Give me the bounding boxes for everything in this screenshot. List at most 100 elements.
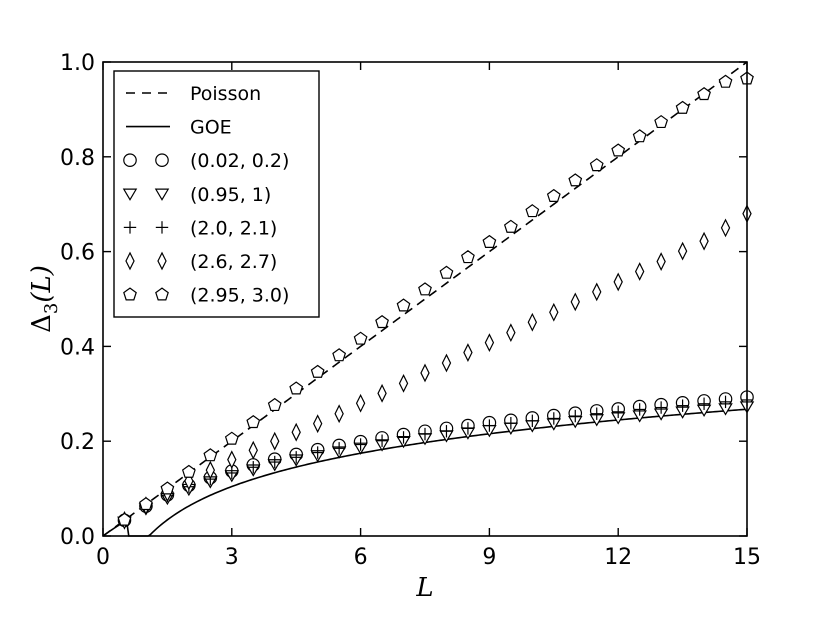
legend-entry: GOE [126,117,232,139]
y-tick-label: 0.2 [60,430,95,455]
legend-label: (0.95, 1) [190,184,271,206]
legend-label: (2.0, 2.1) [190,217,277,239]
point-diamond [634,262,645,281]
point-plus [397,431,410,444]
point-plus [268,455,281,469]
legend-marker-diamond [125,251,135,271]
point-pentagon [697,86,711,101]
point-pentagon [654,114,669,129]
point-plus [719,395,732,409]
point-diamond [677,241,688,261]
legend-marker-plus [123,221,137,234]
point-diamond [205,460,216,480]
point-diamond [291,422,301,442]
point-plus [654,401,668,414]
y-tick-label: 0.6 [60,241,95,266]
point-pentagon [375,314,389,329]
legend-box [113,70,320,318]
legend-marker-diamond [157,251,167,271]
x-tick-label: 0 [96,545,110,570]
point-plus [697,397,711,410]
point-pentagon [503,219,518,233]
point-pentagon [439,265,454,279]
point-pentagon [203,448,218,462]
point-diamond [506,323,516,343]
plot-frame [102,61,748,537]
point-plus [526,414,539,428]
point-plus [590,407,603,420]
y-tick-label: 0.0 [60,525,95,550]
x-tick-label: 12 [604,545,632,570]
point-pentagon [396,298,411,312]
legend-marker-pentagon [123,287,137,301]
legend-label: GOE [190,117,232,139]
point-pentagon [675,100,690,114]
point-diamond [484,333,495,353]
point-pentagon [418,282,432,296]
point-pentagon [461,250,475,264]
x-tick-label: 15 [733,545,761,570]
point-plus [311,446,324,459]
point-plus [440,425,453,438]
point-diamond [549,302,559,322]
point-pentagon [546,188,561,203]
point-plus [418,427,432,441]
point-plus [569,409,582,423]
point-pentagon [568,173,583,187]
point-diamond [613,272,623,292]
x-tick-label: 9 [482,545,496,570]
point-diamond [398,373,409,393]
y-axis-title-main: Δ [27,314,57,333]
axis-tick-labels: 0 3 6 9 12 15 0.0 0.2 0.4 0.6 0.8 1.0 [60,51,761,570]
point-diamond [441,353,452,373]
point-plus [504,416,518,430]
point-pentagon [310,364,325,378]
point-pentagon [117,512,132,526]
point-plus [633,403,646,416]
legend-marker-triangle-down [154,188,170,201]
point-pentagon [589,158,604,172]
point-plus [290,451,303,464]
legend-marker-plus [155,221,169,234]
point-pentagon [332,348,347,362]
point-diamond [312,414,323,434]
series-pentagon [117,71,754,526]
point-diamond [463,343,473,362]
point-pentagon [246,414,261,429]
legend-entry: (2.6, 2.7) [125,251,277,273]
point-pentagon [160,481,175,495]
legend-label: (2.6, 2.7) [190,251,277,273]
y-tick-label: 1.0 [60,51,95,76]
point-pentagon [224,431,239,445]
legend-marker-pentagon [155,287,169,301]
legend-marker-circle [155,153,169,167]
point-plus [676,399,689,412]
legend-marker-circle [123,153,137,167]
legend-marker-triangle-down [122,188,138,201]
point-plus [375,434,389,447]
point-pentagon [181,464,196,478]
point-diamond [420,363,430,383]
point-diamond [720,218,731,238]
point-pentagon [139,496,153,511]
legend: Poisson GOE (0.02, 0.2) (0.95, 1) (2.0, 2.1)… [113,70,320,318]
legend-entry: (0.95, 1) [122,184,271,206]
point-diamond [377,383,387,403]
point-diamond [570,292,580,312]
point-plus [461,422,475,435]
point-diamond [334,404,344,424]
point-plus [547,412,560,425]
point-pentagon [632,129,647,143]
point-pentagon [267,397,282,412]
y-axis-title: Δ3(L) [27,265,62,333]
legend-entry: (2.95, 3.0) [123,285,289,307]
point-pentagon [718,74,733,88]
point-diamond [592,282,602,302]
point-pentagon [611,143,626,157]
point-plus [332,442,346,455]
point-pentagon [289,381,304,395]
legend-entry: Poisson [126,83,261,105]
point-pentagon [525,204,540,218]
point-diamond [270,431,280,451]
point-diamond [527,312,538,332]
